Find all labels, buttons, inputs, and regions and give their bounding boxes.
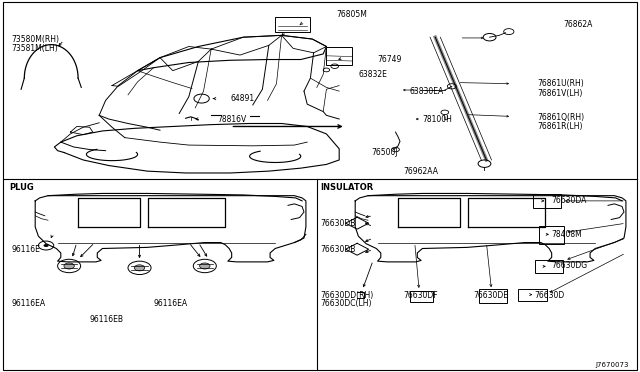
Text: 78100H: 78100H xyxy=(422,115,452,124)
Text: 78408M: 78408M xyxy=(552,230,582,239)
Bar xyxy=(518,289,547,301)
Text: 63830EA: 63830EA xyxy=(410,87,444,96)
Text: 78816V: 78816V xyxy=(218,115,247,124)
Text: 76630DC(LH): 76630DC(LH) xyxy=(320,299,371,308)
Bar xyxy=(479,289,507,303)
Text: INSULATOR: INSULATOR xyxy=(320,183,373,192)
Text: 76862A: 76862A xyxy=(563,20,593,29)
Text: PLUG: PLUG xyxy=(10,183,35,192)
Text: 96116E: 96116E xyxy=(12,245,40,254)
Text: 76861U(RH): 76861U(RH) xyxy=(538,79,584,88)
Text: 76630DB: 76630DB xyxy=(320,245,355,254)
Text: 96116EB: 96116EB xyxy=(90,315,124,324)
Bar xyxy=(326,46,352,65)
Text: 76630DF: 76630DF xyxy=(403,291,438,300)
Text: 76630DG: 76630DG xyxy=(552,262,588,270)
Text: 76500J: 76500J xyxy=(371,148,398,157)
Text: 76630DE: 76630DE xyxy=(474,291,509,300)
Bar xyxy=(533,194,561,208)
Text: 76861Q(RH): 76861Q(RH) xyxy=(538,113,585,122)
Text: 73581M(LH): 73581M(LH) xyxy=(12,44,58,53)
Bar xyxy=(410,291,433,302)
Text: 76962AA: 76962AA xyxy=(403,167,438,176)
Bar xyxy=(275,17,310,32)
Text: 96116EA: 96116EA xyxy=(12,299,45,308)
Text: 73580M(RH): 73580M(RH) xyxy=(12,35,60,44)
Text: 76749: 76749 xyxy=(378,55,402,64)
Text: 96116EA: 96116EA xyxy=(154,299,188,308)
Text: 76630DA: 76630DA xyxy=(552,196,587,205)
Text: 76630D: 76630D xyxy=(534,291,564,300)
Text: 76630DB: 76630DB xyxy=(320,219,355,228)
Text: 63832E: 63832E xyxy=(358,70,387,79)
Text: 76805M: 76805M xyxy=(336,10,367,19)
Text: 76630DD(RH): 76630DD(RH) xyxy=(320,291,373,300)
Circle shape xyxy=(64,263,74,269)
Circle shape xyxy=(134,265,145,271)
Text: J7670073: J7670073 xyxy=(595,362,628,368)
Circle shape xyxy=(44,244,49,247)
Circle shape xyxy=(200,263,210,269)
Text: 64891: 64891 xyxy=(230,94,255,103)
Text: 76861V(LH): 76861V(LH) xyxy=(538,89,583,97)
Bar xyxy=(535,260,563,273)
Bar xyxy=(539,226,564,244)
Text: 76861R(LH): 76861R(LH) xyxy=(538,122,583,131)
